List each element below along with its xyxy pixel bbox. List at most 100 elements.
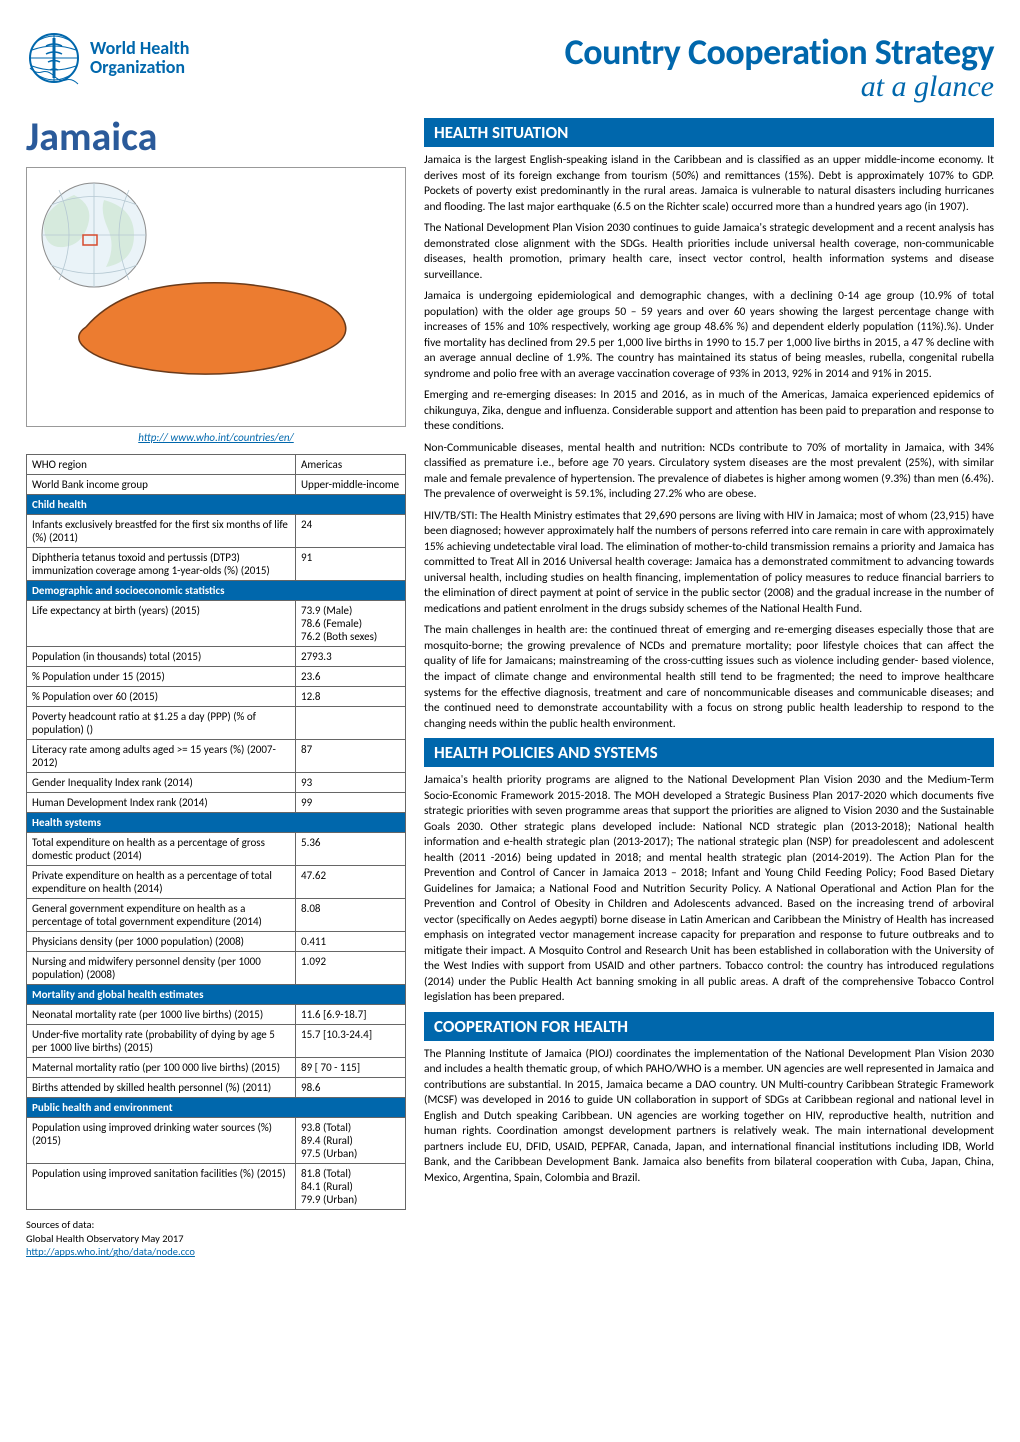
- narrative-paragraph: Non-Communicable diseases, mental health…: [424, 441, 994, 503]
- indicator-label: Births attended by skilled health person…: [27, 1078, 296, 1098]
- indicator-label: Poverty headcount ratio at $1.25 a day (…: [27, 707, 296, 740]
- narrative-paragraph: Jamaica is undergoing epidemiological an…: [424, 289, 994, 382]
- table-section-header: Public health and environment: [27, 1098, 406, 1118]
- jamaica-shape-icon: [66, 272, 366, 402]
- country-map: [26, 167, 406, 427]
- indicator-value: [296, 707, 406, 740]
- country-heading: Jamaica: [26, 112, 406, 161]
- table-row: General government expenditure on health…: [27, 899, 406, 932]
- section-header-label: Mortality and global health estimates: [27, 985, 406, 1005]
- table-row: % Population under 15 (2015)23.6: [27, 667, 406, 687]
- map-source-link[interactable]: http:// www.who.int/countries/en/: [26, 431, 406, 444]
- indicator-value: 73.9 (Male) 78.6 (Female) 76.2 (Both sex…: [296, 601, 406, 647]
- indicator-label: Physicians density (per 1000 population)…: [27, 932, 296, 952]
- section-header-label: Public health and environment: [27, 1098, 406, 1118]
- indicator-value: 93.8 (Total) 89.4 (Rural) 97.5 (Urban): [296, 1118, 406, 1164]
- right-column: HEALTH SITUATION Jamaica is the largest E…: [424, 112, 994, 1259]
- table-row: Gender Inequality Index rank (2014)93: [27, 773, 406, 793]
- table-section-header: Health systems: [27, 813, 406, 833]
- table-row: Population (in thousands) total (2015)27…: [27, 647, 406, 667]
- indicator-label: Human Development Index rank (2014): [27, 793, 296, 813]
- section-header-label: Child health: [27, 495, 406, 515]
- indicator-label: Population using improved drinking water…: [27, 1118, 296, 1164]
- table-row: Infants exclusively breastfed for the fi…: [27, 515, 406, 548]
- indicator-label: Life expectancy at birth (years) (2015): [27, 601, 296, 647]
- indicator-label: % Population under 15 (2015): [27, 667, 296, 687]
- indicator-value: 93: [296, 773, 406, 793]
- indicator-value: 1.092: [296, 952, 406, 985]
- narrative-section-heading: HEALTH POLICIES AND SYSTEMS: [424, 738, 994, 767]
- sources-link[interactable]: http://apps.who.int/gho/data/node.cco: [26, 1245, 195, 1258]
- narrative-paragraph: Jamaica is the largest English-speaking …: [424, 153, 994, 215]
- document-title-block: Country Cooperation Strategy at a glance: [209, 30, 994, 104]
- indicator-value: 15.7 [10.3-24.4]: [296, 1025, 406, 1058]
- indicator-label: Maternal mortality ratio (per 100 000 li…: [27, 1058, 296, 1078]
- sources-date: Global Health Observatory May 2017: [26, 1232, 406, 1246]
- table-section-header: Child health: [27, 495, 406, 515]
- narrative-paragraph: The main challenges in health are: the c…: [424, 623, 994, 732]
- indicator-label: Literacy rate among adults aged >= 15 ye…: [27, 740, 296, 773]
- section-header-label: Health systems: [27, 813, 406, 833]
- who-logo: World Health Organization: [26, 30, 189, 86]
- table-row: Under-five mortality rate (probability o…: [27, 1025, 406, 1058]
- narrative-section-heading: HEALTH SITUATION: [424, 118, 994, 147]
- table-row: % Population over 60 (2015)12.8: [27, 687, 406, 707]
- indicator-label: Total expenditure on health as a percent…: [27, 833, 296, 866]
- indicator-value: Upper-middle-income: [296, 475, 406, 495]
- doc-title-line2: at a glance: [209, 70, 994, 104]
- indicator-label: Population using improved sanitation fac…: [27, 1164, 296, 1210]
- narrative-section-heading: COOPERATION FOR HEALTH: [424, 1012, 994, 1041]
- indicators-table: WHO regionAmericasWorld Bank income grou…: [26, 454, 406, 1210]
- indicator-value: 98.6: [296, 1078, 406, 1098]
- table-row: Maternal mortality ratio (per 100 000 li…: [27, 1058, 406, 1078]
- indicator-value: 2793.3: [296, 647, 406, 667]
- indicator-label: Private expenditure on health as a perce…: [27, 866, 296, 899]
- table-section-header: Mortality and global health estimates: [27, 985, 406, 1005]
- indicator-value: Americas: [296, 455, 406, 475]
- indicator-value: 24: [296, 515, 406, 548]
- sources-label: Sources of data:: [26, 1218, 406, 1232]
- indicator-value: 0.411: [296, 932, 406, 952]
- table-row: World Bank income groupUpper-middle-inco…: [27, 475, 406, 495]
- indicator-value: 23.6: [296, 667, 406, 687]
- indicator-label: Gender Inequality Index rank (2014): [27, 773, 296, 793]
- indicator-label: World Bank income group: [27, 475, 296, 495]
- indicator-value: 8.08: [296, 899, 406, 932]
- table-row: Births attended by skilled health person…: [27, 1078, 406, 1098]
- indicator-value: 5.36: [296, 833, 406, 866]
- indicator-label: WHO region: [27, 455, 296, 475]
- narrative-paragraph: Jamaica's health priority programs are a…: [424, 773, 994, 1006]
- table-row: Poverty headcount ratio at $1.25 a day (…: [27, 707, 406, 740]
- indicator-label: General government expenditure on health…: [27, 899, 296, 932]
- indicator-label: Under-five mortality rate (probability o…: [27, 1025, 296, 1058]
- left-column: Jamaica http:// www.who.int/countries/en…: [26, 112, 406, 1259]
- table-section-header: Demographic and socioeconomic statistics: [27, 581, 406, 601]
- table-row: Diphtheria tetanus toxoid and pertussis …: [27, 548, 406, 581]
- who-countries-link[interactable]: http:// www.who.int/countries/en/: [138, 431, 294, 444]
- table-row: Human Development Index rank (2014)99: [27, 793, 406, 813]
- indicator-label: Diphtheria tetanus toxoid and pertussis …: [27, 548, 296, 581]
- indicator-label: % Population over 60 (2015): [27, 687, 296, 707]
- globe-icon: [39, 180, 149, 290]
- table-row: WHO regionAmericas: [27, 455, 406, 475]
- indicator-value: 87: [296, 740, 406, 773]
- who-name-line2: Organization: [90, 58, 189, 77]
- indicator-value: 89 [ 70 - 115]: [296, 1058, 406, 1078]
- table-row: Neonatal mortality rate (per 1000 live b…: [27, 1005, 406, 1025]
- who-emblem-icon: [26, 30, 82, 86]
- indicator-label: Neonatal mortality rate (per 1000 live b…: [27, 1005, 296, 1025]
- section-header-label: Demographic and socioeconomic statistics: [27, 581, 406, 601]
- table-row: Nursing and midwifery personnel density …: [27, 952, 406, 985]
- narrative-paragraph: The Planning Institute of Jamaica (PIOJ)…: [424, 1047, 994, 1187]
- table-row: Population using improved sanitation fac…: [27, 1164, 406, 1210]
- header: World Health Organization Country Cooper…: [26, 30, 994, 104]
- indicator-value: 11.6 [6.9-18.7]: [296, 1005, 406, 1025]
- narrative-paragraph: The National Development Plan Vision 203…: [424, 221, 994, 283]
- indicator-label: Population (in thousands) total (2015): [27, 647, 296, 667]
- table-row: Population using improved drinking water…: [27, 1118, 406, 1164]
- narrative-paragraph: Emerging and re-emerging diseases: In 20…: [424, 388, 994, 435]
- table-row: Total expenditure on health as a percent…: [27, 833, 406, 866]
- table-row: Literacy rate among adults aged >= 15 ye…: [27, 740, 406, 773]
- indicator-value: 81.8 (Total) 84.1 (Rural) 79.9 (Urban): [296, 1164, 406, 1210]
- table-row: Physicians density (per 1000 population)…: [27, 932, 406, 952]
